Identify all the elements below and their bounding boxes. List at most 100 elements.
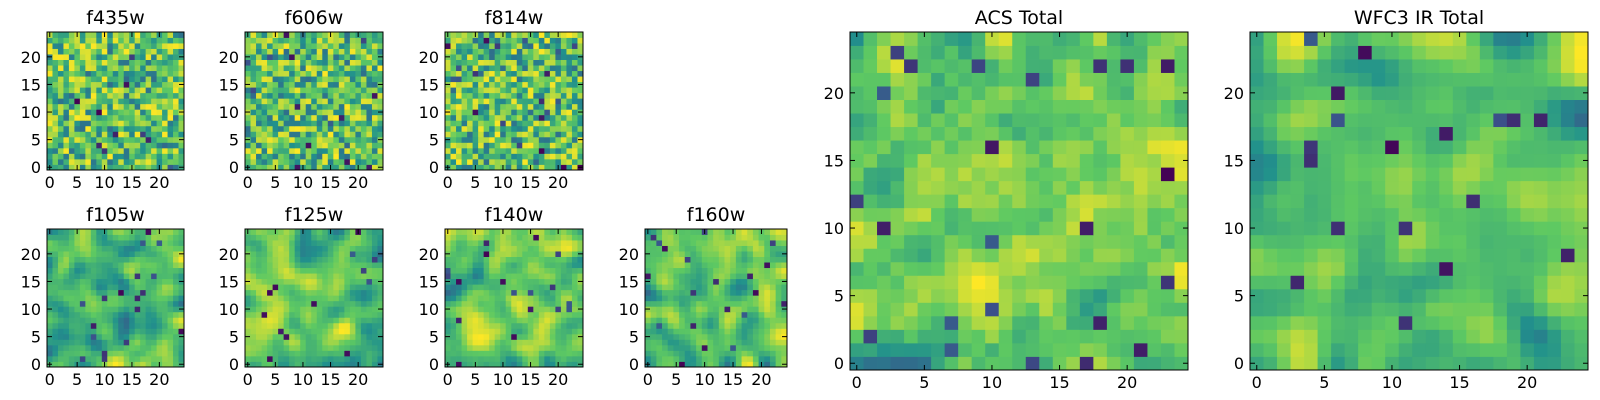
heatmap-cell	[145, 48, 152, 55]
heatmap-cell	[478, 131, 485, 138]
heatmap-cell	[162, 284, 168, 291]
heatmap-cell	[456, 295, 462, 302]
heatmap-cell	[555, 125, 562, 132]
heatmap-cell	[758, 328, 765, 335]
heatmap-cell	[173, 131, 179, 138]
heatmap-cell	[511, 120, 518, 127]
heatmap-cell	[129, 54, 136, 60]
heatmap-cell	[355, 120, 362, 127]
heatmap-cell	[311, 98, 318, 105]
heatmap-cell	[769, 333, 777, 340]
heatmap-cell	[261, 295, 268, 302]
heatmap-cell	[344, 114, 351, 121]
heatmap-cell	[156, 59, 163, 66]
heatmap-cell	[134, 81, 141, 88]
heatmap-cell	[718, 300, 725, 307]
heatmap-cell	[289, 48, 296, 55]
heatmap-cell	[68, 339, 75, 346]
heatmap-cell	[656, 311, 663, 318]
heatmap-cell	[1025, 329, 1040, 344]
heatmap-cell	[483, 98, 490, 105]
heatmap-cell	[445, 245, 451, 252]
heatmap-cell	[538, 136, 545, 143]
heatmap-cell	[90, 240, 97, 246]
heatmap-cell	[494, 125, 501, 132]
heatmap-cell	[549, 142, 556, 149]
heatmap-cell	[85, 59, 92, 66]
heatmap-cell	[904, 248, 918, 263]
heatmap-cell	[549, 339, 556, 346]
heatmap-cell	[344, 43, 351, 49]
heatmap-cell	[656, 306, 663, 313]
heatmap-cell	[566, 234, 573, 241]
heatmap-cell	[511, 103, 518, 110]
heatmap-cell	[571, 147, 578, 154]
heatmap-cell	[85, 344, 92, 351]
heatmap-cell	[758, 251, 765, 257]
heatmap-cell	[267, 311, 273, 318]
heatmap-cell	[90, 289, 97, 296]
heatmap-cell	[333, 54, 340, 60]
heatmap-cell	[445, 48, 451, 55]
heatmap-cell	[1039, 234, 1054, 249]
heatmap-cell	[724, 355, 731, 362]
heatmap-cell	[673, 317, 680, 324]
heatmap-cell	[494, 43, 501, 49]
heatmap-cell	[944, 288, 959, 303]
heatmap-cell	[377, 76, 384, 83]
heatmap-cell	[283, 32, 290, 38]
heatmap-cell	[985, 248, 1000, 263]
heatmap-cell	[118, 109, 125, 116]
heatmap-cell	[931, 167, 946, 182]
heatmap-cell	[294, 125, 301, 132]
heatmap-cell	[650, 306, 657, 313]
heatmap-cell	[781, 267, 788, 274]
heatmap-cell	[560, 361, 567, 368]
heatmap-cell	[450, 300, 457, 307]
heatmap-cell	[1147, 221, 1162, 236]
axes-frame	[46, 31, 185, 171]
heatmap-cell	[741, 306, 748, 313]
heatmap-cell	[107, 158, 114, 165]
heatmap-cell	[283, 245, 290, 252]
heatmap-cell	[261, 355, 268, 362]
heatmap-cell	[577, 300, 584, 307]
heatmap-cell	[140, 87, 147, 94]
heatmap-cell	[338, 273, 345, 280]
heatmap-cell	[724, 339, 731, 346]
heatmap-cell	[769, 240, 777, 246]
heatmap-cell	[544, 317, 551, 324]
heatmap-cell	[971, 221, 986, 236]
heatmap-cell	[931, 207, 946, 222]
heatmap-cell	[478, 142, 485, 149]
heatmap-cell	[129, 245, 136, 252]
heatmap-cell	[178, 355, 185, 362]
heatmap-cell	[85, 311, 92, 318]
heatmap-cell	[1147, 356, 1162, 371]
heatmap-cell	[1025, 342, 1040, 357]
heatmap-cell	[167, 300, 174, 307]
heatmap-cell	[162, 350, 168, 357]
heatmap-cell	[544, 295, 551, 302]
heatmap-cell	[450, 339, 457, 346]
heatmap-cell	[145, 81, 152, 88]
heatmap-cell	[483, 59, 490, 66]
heatmap-cell	[294, 43, 301, 49]
heatmap-cell	[294, 240, 301, 246]
heatmap-cell	[63, 333, 70, 340]
heatmap-cell	[472, 322, 479, 329]
heatmap-cell	[338, 311, 345, 318]
heatmap-cell	[684, 245, 691, 252]
heatmap-cell	[316, 131, 323, 138]
heatmap-cell	[1093, 315, 1108, 330]
heatmap-cell	[566, 70, 573, 77]
heatmap-cell	[289, 87, 296, 94]
heatmap-cell	[781, 262, 788, 269]
heatmap-cell	[516, 65, 523, 72]
heatmap-cell	[145, 98, 152, 105]
heatmap-cell	[650, 355, 657, 362]
heatmap-cell	[500, 289, 507, 296]
heatmap-cell	[74, 245, 81, 252]
heatmap-cell	[178, 322, 185, 329]
heatmap-cell	[145, 59, 152, 66]
